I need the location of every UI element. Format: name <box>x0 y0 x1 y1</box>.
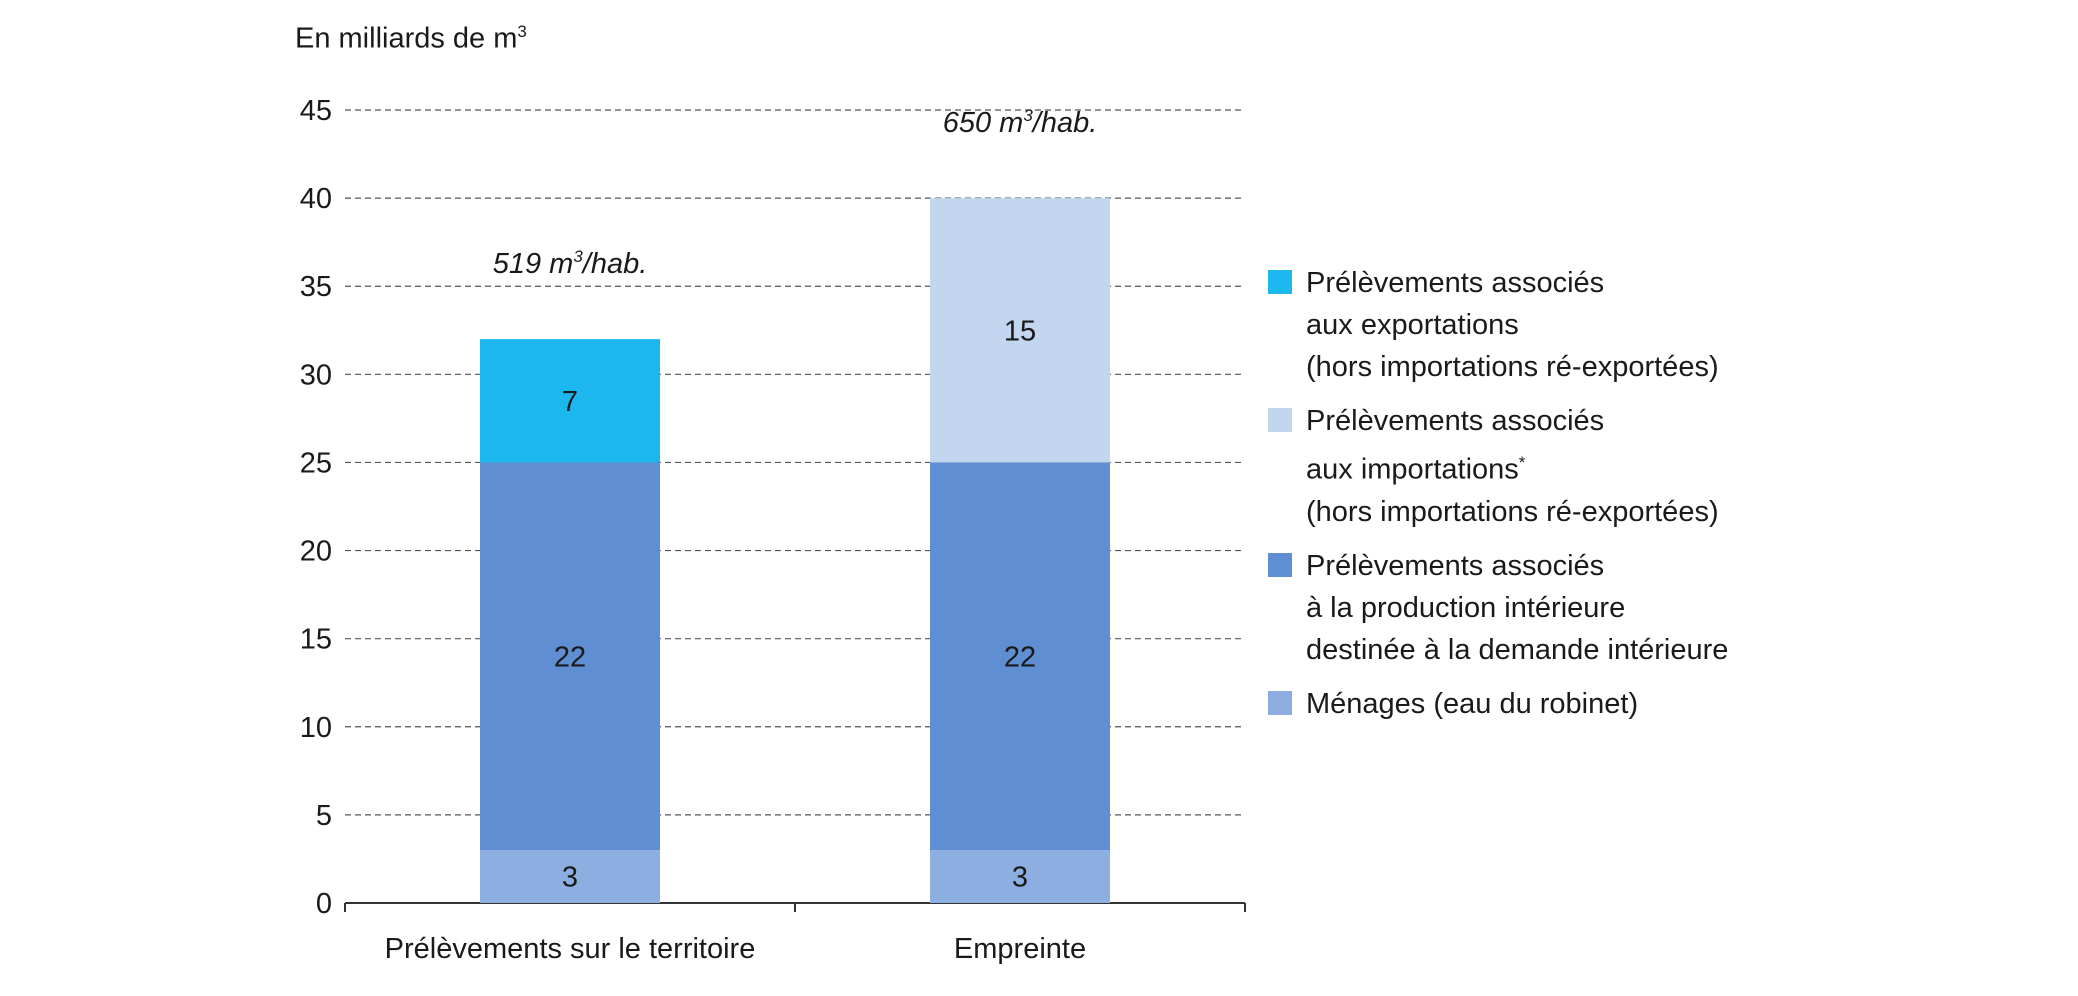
y-tick-label: 15 <box>300 624 332 656</box>
y-axis-title-sup: 3 <box>517 22 527 41</box>
y-tick-label: 40 <box>300 183 332 215</box>
legend-item-menages: Ménages (eau du robinet) <box>1268 683 2068 725</box>
y-tick-label: 5 <box>316 800 332 832</box>
legend-line-text: aux importations <box>1306 453 1519 486</box>
legend: Prélèvements associés aux exportations (… <box>1268 262 2068 737</box>
data-label: 7 <box>562 386 578 418</box>
legend-line: (hors importations ré-exportées) <box>1306 351 1719 383</box>
legend-swatch-exportations <box>1268 270 1292 294</box>
legend-line-with-mark: aux importations* <box>1306 442 2068 491</box>
y-tick-label: 20 <box>300 536 332 568</box>
x-tick-label: Empreinte <box>954 933 1086 965</box>
y-tick-label: 35 <box>300 271 332 303</box>
bar-segment-production <box>480 462 660 851</box>
data-label: 22 <box>1004 641 1036 673</box>
bar-segment-production <box>930 462 1110 851</box>
legend-item-production: Prélèvements associés à la production in… <box>1268 545 2068 671</box>
data-label: 22 <box>554 641 586 673</box>
legend-line: Prélèvements associés <box>1306 405 1605 437</box>
bar-segment-menages <box>930 850 1110 903</box>
legend-line: destinée à la demande intérieure <box>1306 633 1729 666</box>
legend-item-exportations: Prélèvements associés aux exportations (… <box>1268 262 2068 388</box>
stacked-bar-chart: 0 5 10 15 20 25 30 35 40 45 3 22 7 Prélèvements sur l… <box>300 95 1246 965</box>
per-capita-annotation: 650 m3/hab. <box>943 106 1098 139</box>
bar-segment-menages <box>480 850 660 903</box>
legend-line: (hors importations ré-exportées) <box>1306 495 1719 528</box>
bar-segment-importations <box>930 198 1110 463</box>
y-tick-label: 10 <box>300 712 332 744</box>
y-tick-label: 30 <box>300 359 332 391</box>
data-label: 15 <box>1004 315 1036 347</box>
y-axis-title: En milliards de m3 <box>295 22 527 56</box>
data-label: 3 <box>562 862 578 894</box>
y-tick-label: 45 <box>300 95 332 127</box>
x-tick-label: Prélèvements sur le territoire <box>385 933 756 965</box>
legend-line: Prélèvements associés <box>1306 549 1605 582</box>
legend-line: aux exportations <box>1306 309 1519 341</box>
legend-item-importations: Prélèvements associés aux importations* … <box>1268 400 2068 533</box>
legend-line: Prélèvements associés <box>1306 267 1605 299</box>
y-tick-label: 0 <box>316 888 332 920</box>
legend-line: Ménages (eau du robinet) <box>1306 687 1639 720</box>
y-axis-title-text: En milliards de m <box>295 22 518 55</box>
bar-segment-exportations <box>480 339 660 463</box>
legend-swatch-production <box>1268 552 1292 577</box>
y-tick-label: 25 <box>300 447 332 479</box>
legend-line: à la production intérieure <box>1306 591 1626 624</box>
legend-swatch-importations <box>1268 408 1292 432</box>
per-capita-annotation: 519 m3/hab. <box>493 247 648 280</box>
data-label: 3 <box>1012 862 1028 894</box>
footnote-mark: * <box>1518 453 1526 472</box>
legend-swatch-menages <box>1268 690 1292 715</box>
